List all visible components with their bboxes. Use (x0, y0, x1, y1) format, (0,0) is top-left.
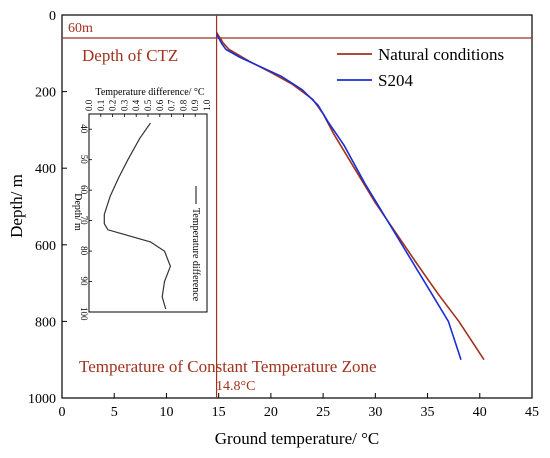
y-axis-title: Depth/ m (7, 174, 26, 238)
series-natural-conditions (215, 31, 485, 361)
label-14-8: 14.8°C (216, 379, 255, 394)
x-tick-label: 0 (59, 405, 66, 420)
x-tick-label: 25 (316, 405, 330, 420)
inset-y-axis-title: Depth/ m (72, 193, 83, 231)
series-s204 (215, 33, 462, 360)
inset-plot-area (88, 113, 208, 313)
inset-x-tick-label: 0.4 (131, 99, 141, 111)
inset-y-tick-label: 90 (79, 277, 89, 287)
y-axis-ticks: 0 200 400 600 800 1000 (28, 9, 67, 407)
label-ctz-temperature: Temperature of Constant Temperature Zone (79, 357, 377, 376)
inset-x-tick-label: 0.9 (190, 99, 200, 111)
inset-y-tick-label: 100 (79, 307, 89, 321)
inset-x-axis-title: Temperature difference/ °C (95, 87, 205, 98)
label-60m: 60m (68, 21, 93, 36)
legend: Natural conditions S204 (337, 45, 504, 90)
plot-area (61, 14, 533, 399)
inset-y-tick-label: 40 (79, 124, 89, 134)
inset-x-tick-label: 1.0 (202, 99, 212, 111)
legend-label-natural: Natural conditions (378, 45, 504, 64)
y-tick-label: 0 (49, 9, 56, 24)
y-tick-label: 400 (35, 162, 56, 177)
inset-x-tick-label: 0.8 (178, 99, 188, 111)
inset-x-axis-ticks: 0.0 0.1 0.2 0.3 0.4 0.5 0.6 0.7 0.8 0.9 1.0 (84, 99, 212, 117)
y-tick-label: 600 (35, 239, 56, 254)
label-ctz-depth: Depth of CTZ (82, 46, 178, 65)
x-tick-label: 45 (525, 405, 539, 420)
x-axis-ticks: 0 5 10 15 20 25 30 35 40 45 (59, 393, 539, 420)
inset-x-tick-label: 0.5 (143, 99, 153, 111)
inset-x-tick-label: 0.1 (96, 100, 106, 111)
inset-x-tick-label: 0.7 (167, 99, 177, 111)
x-tick-label: 10 (159, 405, 173, 420)
inset-x-tick-label: 0.3 (119, 99, 129, 111)
x-tick-label: 20 (264, 405, 278, 420)
inset-x-tick-label: 0.0 (84, 99, 94, 111)
inset-y-tick-label: 80 (79, 246, 89, 256)
inset-chart: 0.0 0.1 0.2 0.3 0.4 0.5 0.6 0.7 0.8 0.9 1.0 40 50 60… (72, 87, 212, 321)
x-tick-label: 35 (421, 405, 435, 420)
y-tick-label: 800 (35, 315, 56, 330)
inset-x-tick-label: 0.6 (155, 99, 165, 111)
y-tick-label: 1000 (28, 392, 56, 407)
inset-y-axis-ticks: 40 50 60 70 80 90 100 (79, 124, 92, 321)
x-tick-label: 5 (111, 405, 118, 420)
x-axis-title: Ground temperature/ °C (215, 429, 379, 448)
inset-series-temperature-difference (103, 122, 172, 310)
legend-label-s204: S204 (378, 71, 413, 90)
x-tick-label: 30 (368, 405, 382, 420)
inset-x-tick-label: 0.2 (108, 100, 118, 111)
x-tick-label: 15 (212, 405, 226, 420)
inset-y-tick-label: 70 (79, 216, 89, 226)
inset-legend-label: Temperature difference (190, 208, 201, 302)
x-tick-label: 40 (473, 405, 487, 420)
inset-y-tick-label: 60 (79, 185, 89, 195)
y-tick-label: 200 (35, 86, 56, 101)
inset-y-tick-label: 50 (79, 155, 89, 165)
